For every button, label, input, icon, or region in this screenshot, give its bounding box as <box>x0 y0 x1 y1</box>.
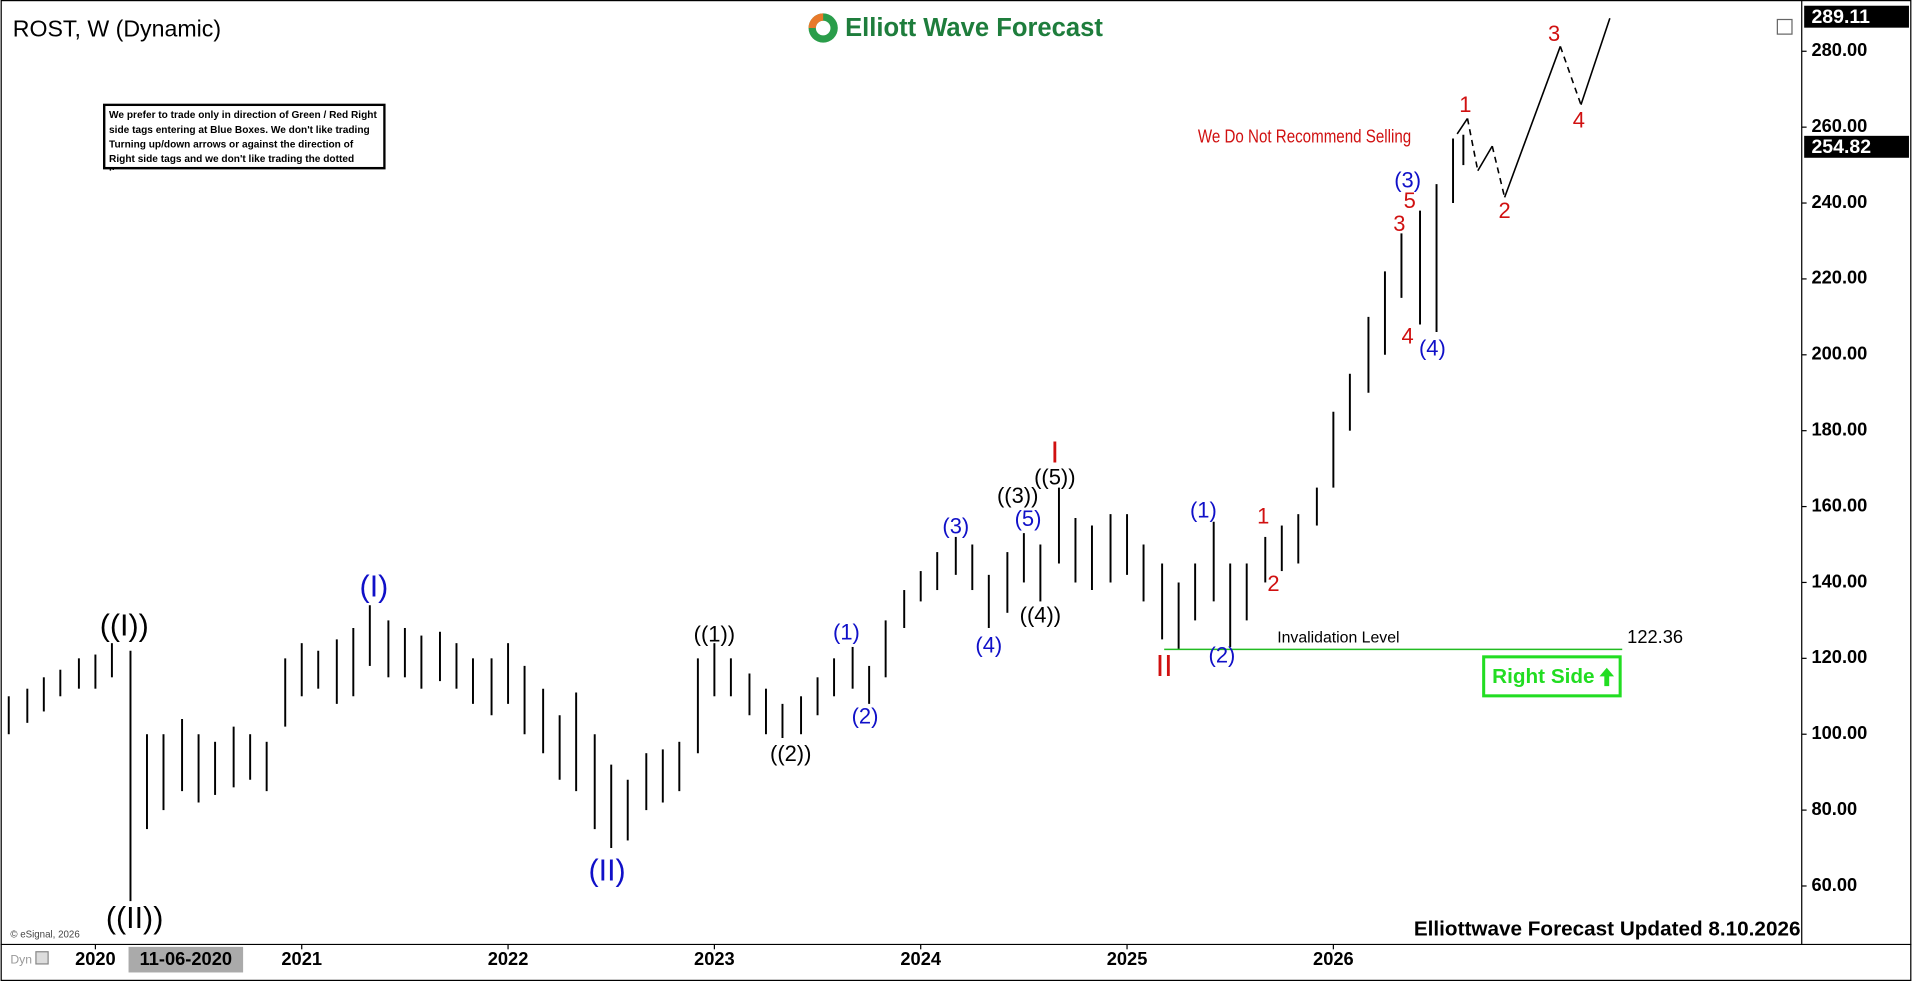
wave-label: 1 <box>1459 92 1471 117</box>
chart-title: ROST, W (Dynamic) <box>13 16 221 42</box>
wave-label: ((4)) <box>1020 602 1061 627</box>
wave-label: 3 <box>1393 211 1405 236</box>
wave-label: (4) <box>1419 336 1446 361</box>
note-box: We prefer to trade only in direction of … <box>102 103 386 171</box>
wave-label: 1 <box>1257 504 1269 529</box>
note: We prefer to trade only in direction of … <box>102 103 386 171</box>
wave-label: (2) <box>1209 643 1236 668</box>
wave-label: ((2)) <box>770 741 811 766</box>
wave-label: 4 <box>1402 324 1414 349</box>
y-tick-label: 160.00 <box>1811 494 1867 515</box>
y-tick-label: 100.00 <box>1811 722 1867 743</box>
wave-label: 4 <box>1573 108 1585 133</box>
x-tick-label: 2024 <box>900 948 941 969</box>
wave-label: 5 <box>1404 188 1416 213</box>
x-tick-label: 2020 <box>75 948 116 969</box>
top-price-label: 289.11 <box>1811 6 1870 28</box>
mode-icon <box>35 951 49 965</box>
wave-label: (3) <box>1394 168 1421 193</box>
projection-segment <box>1503 46 1562 198</box>
y-tick-label: 280.00 <box>1811 39 1867 60</box>
last-price-label: 254.82 <box>1811 136 1871 158</box>
x-tick-label: 2022 <box>488 948 529 969</box>
wave-label: (5) <box>1015 506 1042 531</box>
right-side-box <box>1482 655 1622 698</box>
projection-segment <box>1477 145 1493 172</box>
window-button[interactable] <box>1776 18 1793 35</box>
y-tick-label: 260.00 <box>1811 115 1867 136</box>
logo-text: Elliott Wave Forecast <box>845 14 1103 42</box>
logo-icon-inner <box>815 20 831 36</box>
wave-label: ((1)) <box>694 622 735 647</box>
logo: Elliott Wave Forecast <box>801 9 1110 47</box>
y-tick-label: 60.00 <box>1811 874 1857 895</box>
recommendation: We Do Not Recommend Selling <box>1198 126 1411 147</box>
x-tick-label: 2021 <box>281 948 322 969</box>
logo-bg <box>801 9 1110 47</box>
wave-label: 2 <box>1499 198 1511 223</box>
wave-label: ((I)) <box>100 609 149 643</box>
cursor-date: 11-06-2020 <box>140 948 232 969</box>
y-tick-label: 220.00 <box>1811 267 1867 288</box>
last-price-box <box>1804 135 1909 158</box>
y-tick-label: 180.00 <box>1811 419 1867 440</box>
x-tick-label: 2023 <box>694 948 735 969</box>
wave-label: (3) <box>942 514 969 539</box>
copyright: © eSignal, 2026 <box>10 929 79 940</box>
wave-label: (II) <box>588 853 625 887</box>
wave-label: (1) <box>833 619 860 644</box>
right-side-label: Right Side <box>1492 665 1594 688</box>
logo-icon-part <box>808 13 824 29</box>
top-price-box <box>1804 5 1909 28</box>
wave-label: I <box>1051 436 1059 470</box>
wave-label: (4) <box>975 633 1002 658</box>
y-tick-label: 120.00 <box>1811 646 1867 667</box>
projection-segment <box>1580 18 1611 106</box>
right-side-tag: Right Side <box>1482 655 1622 698</box>
x-tick-label: 2026 <box>1313 948 1354 969</box>
wave-label: II <box>1156 649 1173 683</box>
wave-label: (I) <box>360 570 389 604</box>
cursor-date-box <box>128 946 244 973</box>
wave-label: ((II)) <box>106 901 164 935</box>
footer: Elliottwave Forecast Updated 8.10.2026 <box>1414 917 1801 940</box>
x-tick-label: 2025 <box>1107 948 1148 969</box>
wave-label: 2 <box>1267 571 1279 596</box>
wave-label: (1) <box>1190 498 1217 523</box>
y-tick-label: 80.00 <box>1811 798 1857 819</box>
projection-segment <box>1456 117 1469 135</box>
y-tick-label: 240.00 <box>1811 191 1867 212</box>
projection-segment <box>1466 118 1479 171</box>
wave-label: ((3)) <box>997 483 1038 508</box>
wave-label: ((5)) <box>1034 465 1075 490</box>
invalidation-value: 122.36 <box>1627 626 1683 647</box>
y-tick-label: 140.00 <box>1811 570 1867 591</box>
projection-segment <box>1491 145 1506 198</box>
right-side-arrow <box>1599 667 1615 687</box>
wave-label: 3 <box>1548 21 1560 46</box>
mode-label: Dyn <box>10 953 32 967</box>
invalidation-label: Invalidation Level <box>1277 630 1399 647</box>
y-tick-label: 200.00 <box>1811 343 1867 364</box>
wave-label: (2) <box>852 704 879 729</box>
